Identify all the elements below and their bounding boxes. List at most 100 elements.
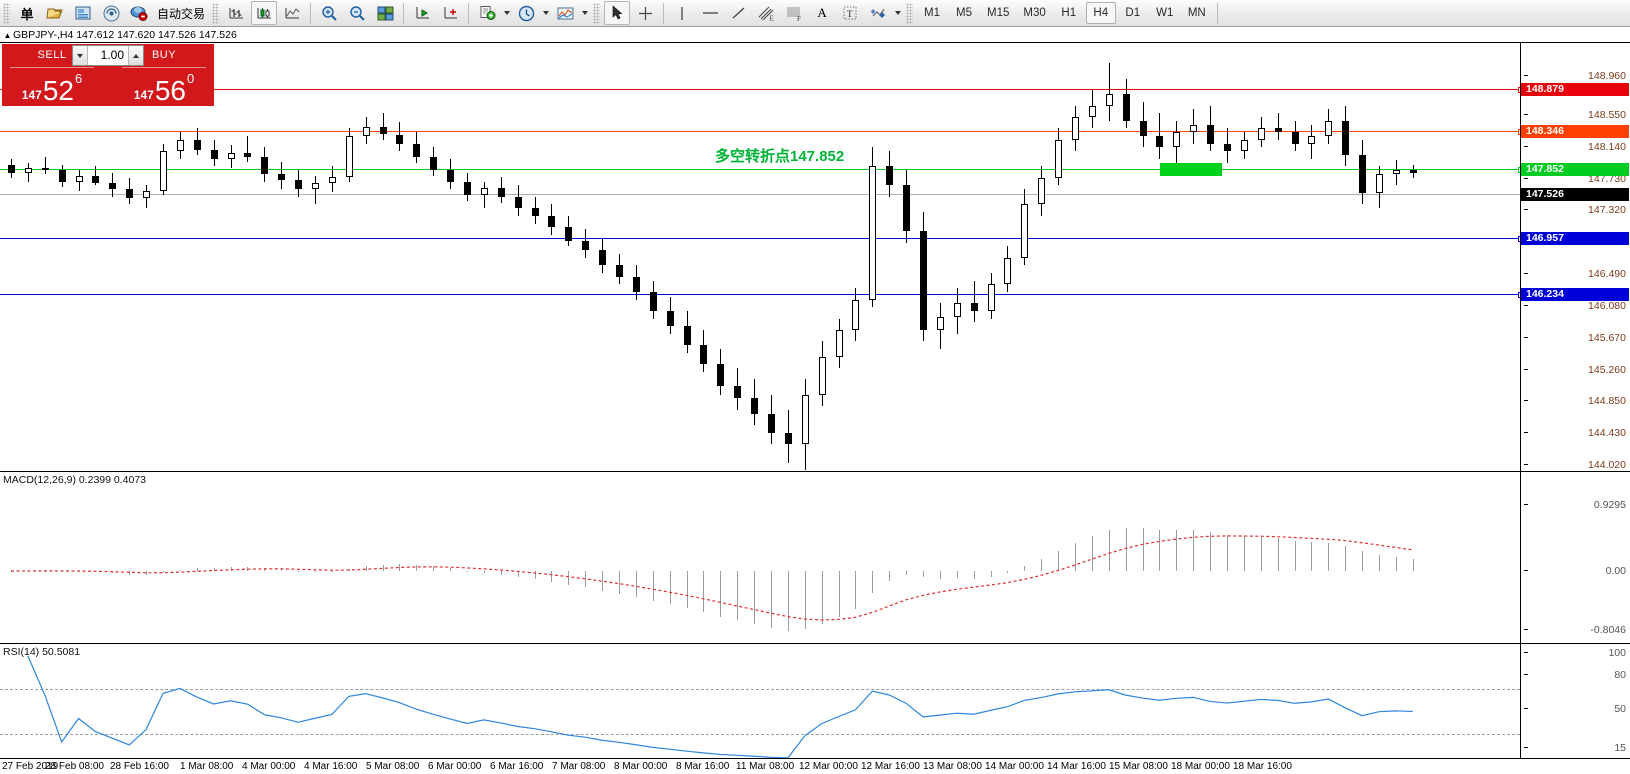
- collapse-arrow-icon[interactable]: ▲: [3, 30, 12, 40]
- price-level-label[interactable]: 148.346: [1521, 125, 1629, 138]
- shapes-dropdown-caret[interactable]: [892, 1, 903, 25]
- macd-histogram-bar: [534, 571, 536, 580]
- candlestick: [1105, 43, 1114, 471]
- level-line-handle[interactable]: [1518, 129, 1520, 135]
- price-level-label[interactable]: 147.852: [1521, 163, 1629, 176]
- horizontal-line-icon[interactable]: [697, 1, 723, 25]
- price-scale[interactable]: 148.960 148.550 148.140 147.730 147.320 146.9…: [1520, 43, 1630, 471]
- candlestick: [160, 43, 168, 471]
- vertical-line-icon[interactable]: [669, 1, 695, 25]
- price-pane[interactable]: 多空转折点147.852 148.960 148.550 148.140 147.73…: [0, 42, 1630, 471]
- one-click-trading-panel[interactable]: SELL 147 52 6 BUY 147 56 0 1.00: [2, 44, 214, 106]
- text-box-icon[interactable]: T: [837, 1, 863, 25]
- period-dropdown-caret[interactable]: [540, 1, 551, 25]
- volume-value[interactable]: 1.00: [100, 48, 124, 62]
- macd-plot[interactable]: MACD(12,26,9) 0.2399 0.4073: [0, 472, 1520, 643]
- toolbar-grip-2[interactable]: [212, 2, 220, 24]
- price-level-label[interactable]: 147.526: [1521, 188, 1629, 201]
- price-level-line[interactable]: [0, 236, 1520, 242]
- toolbar-grip-4[interactable]: [906, 2, 914, 24]
- candlestick: [514, 43, 523, 471]
- toolbar-grip-3[interactable]: [593, 2, 601, 24]
- indicators-icon[interactable]: [474, 1, 500, 25]
- level-line-handle[interactable]: [1518, 87, 1520, 93]
- tile-windows-icon[interactable]: [372, 1, 398, 25]
- new-order-icon[interactable]: 单: [20, 6, 34, 22]
- timeframe-m1[interactable]: M1: [924, 7, 940, 19]
- candlestick-chart-icon[interactable]: [251, 1, 278, 25]
- macd-pane[interactable]: MACD(12,26,9) 0.2399 0.4073 0.9295 0.00 -0…: [0, 471, 1630, 643]
- rsi-pane[interactable]: RSI(14) 50.5081 1008050150: [0, 643, 1630, 774]
- trendline-icon[interactable]: [725, 1, 751, 25]
- price-level-line[interactable]: [0, 129, 1520, 135]
- volume-input[interactable]: 1.00: [72, 45, 144, 66]
- sell-button[interactable]: SELL: [37, 49, 67, 61]
- candlestick: [75, 43, 84, 471]
- text-label-icon[interactable]: A: [817, 5, 827, 20]
- chart-shift-icon[interactable]: [437, 1, 463, 25]
- price-plot[interactable]: 多空转折点147.852: [0, 43, 1520, 471]
- toolbar-grip[interactable]: [3, 2, 10, 24]
- price-level-label[interactable]: 146.957: [1521, 232, 1629, 245]
- level-line-handle[interactable]: [1518, 167, 1520, 173]
- macd-histogram-bar: [1362, 551, 1364, 571]
- candlestick: [599, 43, 607, 471]
- shapes-icon[interactable]: [865, 1, 891, 25]
- candlestick: [126, 43, 134, 471]
- chart-area[interactable]: 多空转折点147.852 148.960 148.550 148.140 147.73…: [0, 42, 1630, 774]
- zoom-in-icon[interactable]: [316, 1, 342, 25]
- timeframe-mn[interactable]: MN: [1187, 7, 1206, 19]
- price-level-line[interactable]: [0, 292, 1520, 298]
- templates-dropdown-caret[interactable]: [579, 1, 590, 25]
- macd-histogram-bar: [1091, 536, 1093, 571]
- macd-histogram-bar: [990, 571, 992, 577]
- auto-scroll-icon[interactable]: [409, 1, 435, 25]
- macd-histogram-bar: [771, 571, 772, 628]
- volume-increment-button[interactable]: [128, 46, 143, 65]
- timeframe-m15[interactable]: M15: [987, 7, 1010, 19]
- price-level-line[interactable]: [0, 194, 1520, 195]
- price-level-line[interactable]: [0, 87, 1520, 93]
- price-level-label[interactable]: 146.234: [1521, 288, 1629, 301]
- signals-icon[interactable]: [98, 1, 124, 25]
- timeframe-d1[interactable]: D1: [1125, 7, 1141, 19]
- price-level-label[interactable]: 148.879: [1521, 83, 1629, 96]
- candlestick: [548, 43, 556, 471]
- news-icon[interactable]: [70, 1, 96, 25]
- rsi-plot[interactable]: RSI(14) 50.5081: [0, 644, 1520, 774]
- level-line-handle[interactable]: [1518, 236, 1520, 242]
- candlestick: [143, 43, 151, 471]
- period-clock-icon[interactable]: [513, 1, 539, 25]
- line-chart-icon[interactable]: [279, 1, 305, 25]
- candlestick: [413, 43, 421, 471]
- timeframe-m30[interactable]: M30: [1023, 7, 1046, 19]
- autotrade-label[interactable]: 自动交易: [157, 6, 206, 21]
- timeframe-h4[interactable]: H4: [1085, 2, 1116, 24]
- zoom-out-icon[interactable]: [344, 1, 370, 25]
- timeframe-m5[interactable]: M5: [956, 7, 972, 19]
- timeframe-w1[interactable]: W1: [1156, 7, 1174, 19]
- time-axis-label: 18 Mar 00:00: [1171, 761, 1230, 772]
- templates-icon[interactable]: [552, 1, 578, 25]
- expert-advisors-icon[interactable]: [126, 1, 152, 25]
- candlestick: [886, 43, 894, 471]
- price-level-line[interactable]: [0, 167, 1520, 173]
- equidistant-channel-icon[interactable]: E: [753, 1, 779, 25]
- macd-histogram-bar: [889, 571, 891, 581]
- candlestick: [1274, 43, 1283, 471]
- folder-icon[interactable]: [42, 1, 68, 25]
- buy-button[interactable]: BUY: [151, 49, 177, 61]
- indicators-dropdown-caret[interactable]: [501, 1, 512, 25]
- cursor-icon[interactable]: [604, 1, 631, 25]
- timeframe-h1[interactable]: H1: [1061, 7, 1077, 19]
- bar-chart-icon[interactable]: [223, 1, 249, 25]
- level-line-handle[interactable]: [1518, 292, 1520, 298]
- candlestick: [447, 43, 455, 471]
- candlestick: [531, 43, 540, 471]
- volume-dropdown-button[interactable]: [73, 46, 88, 65]
- crosshair-icon[interactable]: [632, 1, 658, 25]
- candlestick: [362, 43, 371, 471]
- macd-histogram-bar: [179, 569, 181, 571]
- macd-histogram-bar: [1024, 566, 1026, 571]
- fibonacci-icon[interactable]: F: [781, 1, 807, 25]
